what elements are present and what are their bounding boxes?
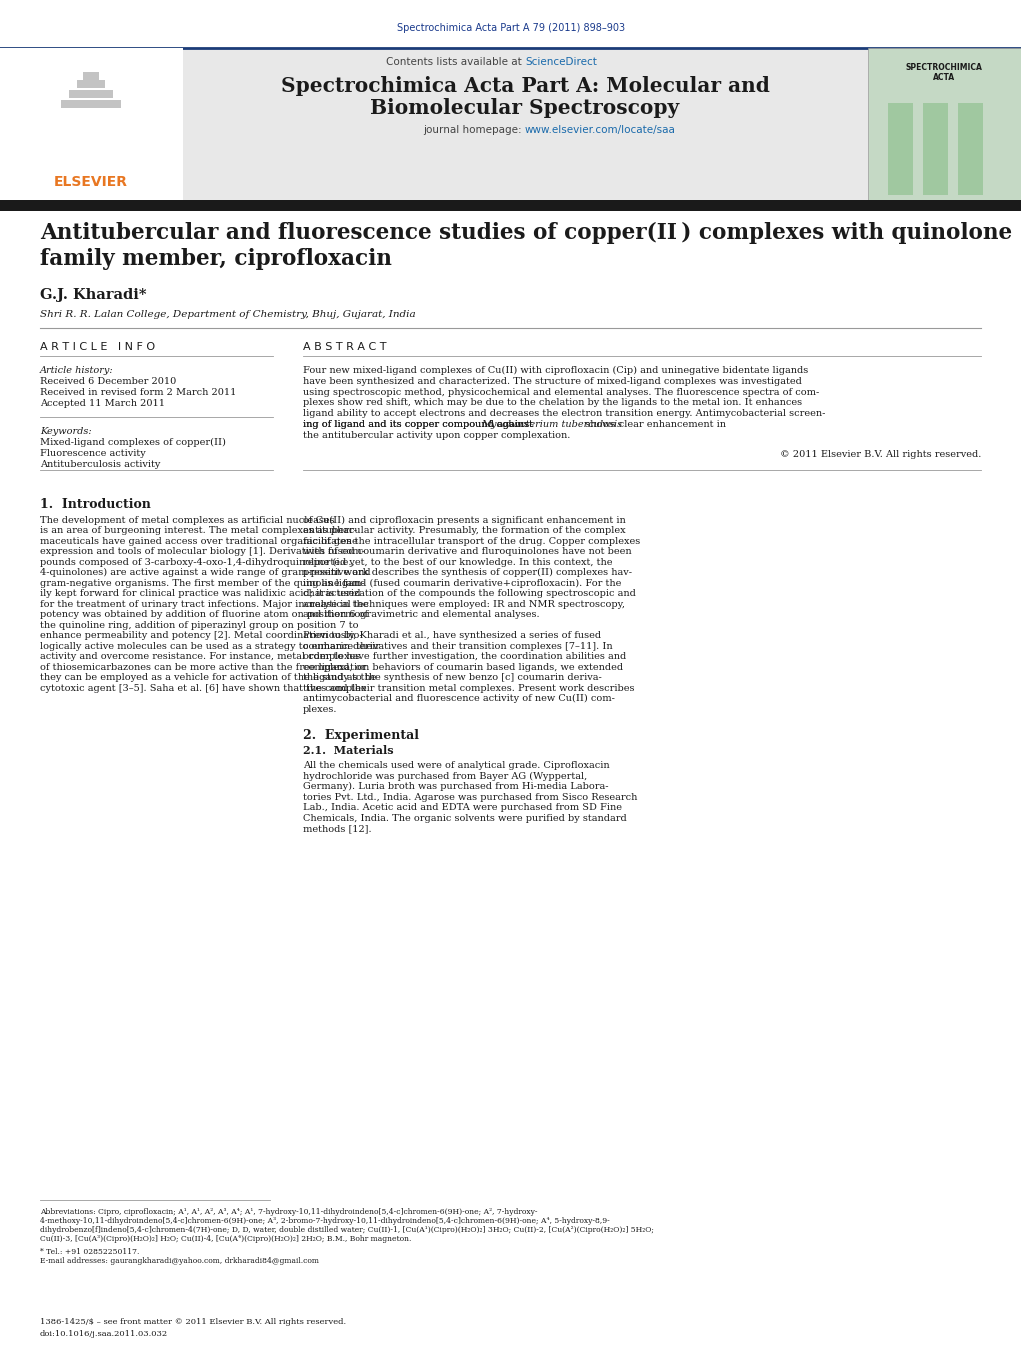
Text: complexation behaviors of coumarin based ligands, we extended: complexation behaviors of coumarin based… [303,662,623,671]
Text: of Cu(II) and ciprofloxacin presents a significant enhancement in: of Cu(II) and ciprofloxacin presents a s… [303,516,626,524]
Text: gram-negative organisms. The first member of the quinoline fam-: gram-negative organisms. The first membe… [40,578,364,588]
Bar [77,80,105,88]
Text: Shri R. R. Lalan College, Department of Chemistry, Bhuj, Gujarat, India: Shri R. R. Lalan College, Department of … [40,309,416,319]
Text: hydrochloride was purchased from Bayer AG (Wyppertal,: hydrochloride was purchased from Bayer A… [303,771,587,781]
Text: Article history:: Article history: [40,366,113,376]
Text: characterization of the compounds the following spectroscopic and: characterization of the compounds the fo… [303,589,636,598]
Text: www.elsevier.com/locate/saa: www.elsevier.com/locate/saa [525,126,676,135]
Text: of thiosemicarbazones can be more active than the free ligand, or: of thiosemicarbazones can be more active… [40,662,367,671]
Text: Chemicals, India. The organic solvents were purified by standard: Chemicals, India. The organic solvents w… [303,813,627,823]
Text: for the treatment of urinary tract infections. Major increase in the: for the treatment of urinary tract infec… [40,600,369,608]
Text: dihydrobenzo[f]indeno[5,4-c]chromen-4(7H)-one; D, D, water, double distilled wat: dihydrobenzo[f]indeno[5,4-c]chromen-4(7H… [40,1225,654,1233]
Text: reported yet, to the best of our knowledge. In this context, the: reported yet, to the best of our knowled… [303,558,613,566]
Text: Received in revised form 2 March 2011: Received in revised form 2 March 2011 [40,388,237,397]
Text: 2.1.  Materials: 2.1. Materials [303,746,394,757]
Text: Biomolecular Spectroscopy: Biomolecular Spectroscopy [371,99,680,118]
Text: Mixed-ligand complexes of copper(II): Mixed-ligand complexes of copper(II) [40,438,226,447]
Text: present work describes the synthesis of copper(II) complexes hav-: present work describes the synthesis of … [303,569,632,577]
Text: order to have further investigation, the coordination abilities and: order to have further investigation, the… [303,653,626,661]
Bar [83,72,99,80]
Text: activity and overcome resistance. For instance, metal complexes: activity and overcome resistance. For in… [40,653,360,661]
Bar [958,103,983,195]
Bar [0,49,1021,200]
Text: E-mail addresses: gaurangkharadi@yahoo.com, drkharadi84@gmail.com: E-mail addresses: gaurangkharadi@yahoo.c… [40,1256,319,1265]
Text: doi:10.1016/j.saa.2011.03.032: doi:10.1016/j.saa.2011.03.032 [40,1329,168,1337]
Text: SPECTROCHIMICA
ACTA: SPECTROCHIMICA ACTA [906,63,982,82]
Text: A B S T R A C T: A B S T R A C T [303,342,387,353]
Text: antitubercular activity. Presumably, the formation of the complex: antitubercular activity. Presumably, the… [303,526,626,535]
Text: ing as ligand (fused coumarin derivative+ciprofloxacin). For the: ing as ligand (fused coumarin derivative… [303,578,622,588]
Text: Cu(II)-3, [Cu(A³)(Cipro)(H₂O)₂] H₂O; Cu(II)-4, [Cu(A⁴)(Cipro)(H₂O)₂] 2H₂O; B.M.,: Cu(II)-3, [Cu(A³)(Cipro)(H₂O)₂] H₂O; Cu(… [40,1235,411,1243]
Text: Spectrochimica Acta Part A: Molecular and: Spectrochimica Acta Part A: Molecular an… [281,76,770,96]
Text: G.J. Kharadi*: G.J. Kharadi* [40,288,146,303]
Text: 4-quinolones) are active against a wide range of gram-positive and: 4-quinolones) are active against a wide … [40,569,371,577]
Text: Mycobacterium tuberculosis: Mycobacterium tuberculosis [482,420,623,430]
Text: shows clear enhancement in: shows clear enhancement in [582,420,726,430]
Text: Spectrochimica Acta Part A 79 (2011) 898–903: Spectrochimica Acta Part A 79 (2011) 898… [397,23,625,32]
Bar [69,91,113,99]
Text: Lab., India. Acetic acid and EDTA were purchased from SD Fine: Lab., India. Acetic acid and EDTA were p… [303,802,622,812]
Text: with fused coumarin derivative and fluroquinolones have not been: with fused coumarin derivative and fluro… [303,547,632,557]
Text: maceuticals have gained access over traditional organic of gene: maceuticals have gained access over trad… [40,536,357,546]
Text: * Tel.: +91 02852250117.: * Tel.: +91 02852250117. [40,1248,140,1256]
Text: have been synthesized and characterized. The structure of mixed-ligand complexes: have been synthesized and characterized.… [303,377,801,386]
Text: ily kept forward for clinical practice was nalidixic acid; it is used: ily kept forward for clinical practice w… [40,589,360,598]
Text: tories Pvt. Ltd., India. Agarose was purchased from Sisco Research: tories Pvt. Ltd., India. Agarose was pur… [303,793,637,801]
Text: plexes.: plexes. [303,705,338,713]
Text: Abbreviations: Cipro, ciprofloxacin; A¹, A¹, A², A³, A⁴; A¹, 7-hydroxy-10,11-dih: Abbreviations: Cipro, ciprofloxacin; A¹,… [40,1208,537,1216]
Text: they can be employed as a vehicle for activation of the ligand as the: they can be employed as a vehicle for ac… [40,673,377,682]
Text: Received 6 December 2010: Received 6 December 2010 [40,377,177,386]
Text: 1.  Introduction: 1. Introduction [40,497,151,511]
Text: 2.  Experimental: 2. Experimental [303,730,419,742]
Text: potency was obtained by addition of fluorine atom on position 6 of: potency was obtained by addition of fluo… [40,611,369,619]
Text: ligand ability to accept electrons and decreases the electron transition energy.: ligand ability to accept electrons and d… [303,409,825,419]
Text: ing of ligand and its copper compound against Mycobacterium tuberculosis shows c: ing of ligand and its copper compound ag… [303,420,822,430]
Bar [0,200,1021,211]
Text: the study to the synthesis of new benzo [c] coumarin deriva-: the study to the synthesis of new benzo … [303,673,601,682]
Text: expression and tools of molecular biology [1]. Derivatives of com-: expression and tools of molecular biolog… [40,547,364,557]
Text: Previously, Kharadi et al., have synthesized a series of fused: Previously, Kharadi et al., have synthes… [303,631,601,640]
Text: © 2011 Elsevier B.V. All rights reserved.: © 2011 Elsevier B.V. All rights reserved… [780,450,981,458]
Bar [868,49,1021,200]
Text: using spectroscopic method, physicochemical and elemental analyses. The fluoresc: using spectroscopic method, physicochemi… [303,388,819,397]
Text: ing of ligand and its copper compound against: ing of ligand and its copper compound ag… [303,420,536,430]
Text: facilitates the intracellular transport of the drug. Copper complexes: facilitates the intracellular transport … [303,536,640,546]
Text: is an area of burgeoning interest. The metal complexes as phar-: is an area of burgeoning interest. The m… [40,526,357,535]
Text: Germany). Luria broth was purchased from Hi-media Labora-: Germany). Luria broth was purchased from… [303,782,609,792]
Text: 4-methoxy-10,11-dihydroindeno[5,4-c]chromen-6(9H)-one; A³, 2-bromo-7-hydroxy-10,: 4-methoxy-10,11-dihydroindeno[5,4-c]chro… [40,1217,610,1225]
Text: analytical techniques were employed: IR and NMR spectroscopy,: analytical techniques were employed: IR … [303,600,625,608]
Text: A R T I C L E   I N F O: A R T I C L E I N F O [40,342,155,353]
Text: plexes show red shift, which may be due to the chelation by the ligands to the m: plexes show red shift, which may be due … [303,399,803,408]
Text: coumarin derivatives and their transition complexes [7–11]. In: coumarin derivatives and their transitio… [303,642,613,651]
Text: cytotoxic agent [3–5]. Saha et al. [6] have shown that the complex: cytotoxic agent [3–5]. Saha et al. [6] h… [40,684,367,693]
Bar [888,103,913,195]
Text: ELSEVIER: ELSEVIER [54,176,128,189]
Text: methods [12].: methods [12]. [303,824,372,834]
Text: Keywords:: Keywords: [40,427,92,436]
Text: antimycobacterial and fluorescence activity of new Cu(II) com-: antimycobacterial and fluorescence activ… [303,694,615,704]
Text: Antitubercular and fluorescence studies of copper(II ) complexes with quinolone: Antitubercular and fluorescence studies … [40,222,1012,245]
Text: pounds composed of 3-carboxy-4-oxo-1,4-dihydroquinoline (i.e.,: pounds composed of 3-carboxy-4-oxo-1,4-d… [40,558,354,566]
Text: Contents lists available at: Contents lists available at [386,57,525,68]
Text: Accepted 11 March 2011: Accepted 11 March 2011 [40,399,165,408]
Text: the antitubercular activity upon copper complexation.: the antitubercular activity upon copper … [303,431,571,440]
Bar [61,100,121,108]
Text: Antituberculosis activity: Antituberculosis activity [40,459,160,469]
Text: Fluorescence activity: Fluorescence activity [40,449,146,458]
Bar [923,103,949,195]
Bar [0,49,183,200]
Text: the quinoline ring, addition of piperazinyl group on position 7 to: the quinoline ring, addition of piperazi… [40,620,358,630]
Text: ScienceDirect: ScienceDirect [525,57,597,68]
Text: logically active molecules can be used as a strategy to enhance their: logically active molecules can be used a… [40,642,380,651]
Text: The development of metal complexes as artificial nucleases: The development of metal complexes as ar… [40,516,335,524]
Text: ing of ligand and its copper compound against: ing of ligand and its copper compound ag… [303,420,536,430]
Text: family member, ciprofloxacin: family member, ciprofloxacin [40,249,392,270]
Text: and thermogravimetric and elemental analyses.: and thermogravimetric and elemental anal… [303,611,540,619]
Text: journal homepage:: journal homepage: [423,126,525,135]
Text: Four new mixed-ligand complexes of Cu(II) with ciprofloxacin (Cip) and uninegati: Four new mixed-ligand complexes of Cu(II… [303,366,809,376]
Text: enhance permeability and potency [2]. Metal coordination to bio-: enhance permeability and potency [2]. Me… [40,631,362,640]
Text: tives and their transition metal complexes. Present work describes: tives and their transition metal complex… [303,684,634,693]
Text: 1386-1425/$ – see front matter © 2011 Elsevier B.V. All rights reserved.: 1386-1425/$ – see front matter © 2011 El… [40,1319,346,1325]
Text: All the chemicals used were of analytical grade. Ciprofloxacin: All the chemicals used were of analytica… [303,761,610,770]
